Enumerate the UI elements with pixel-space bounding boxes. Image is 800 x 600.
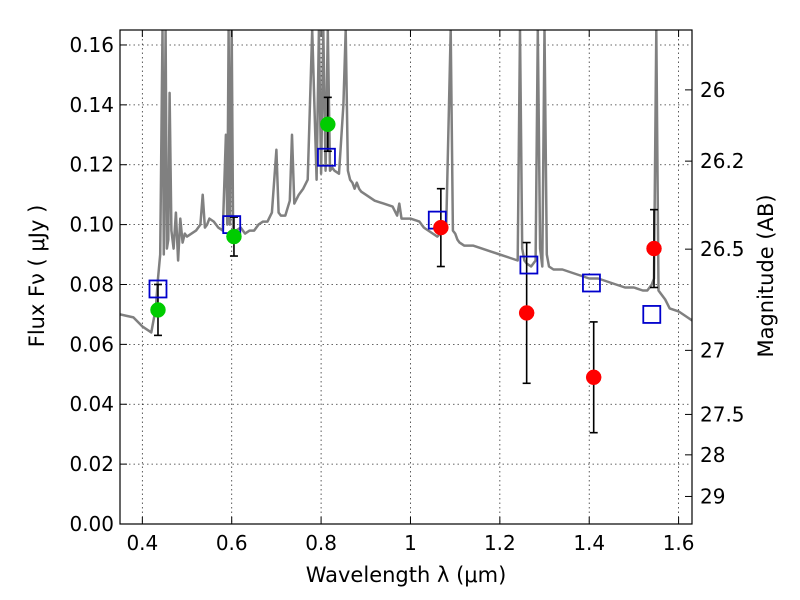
right-tick-label: 27 xyxy=(700,338,725,362)
y-axis-title: Flux Fν ( μJy ) xyxy=(25,205,49,348)
right-tick-label: 26.2 xyxy=(700,149,745,173)
ticks-layer: 0.4 0.6 0.8 1 1.2 1.4 1.6 0.00 0.02 0.04 0.06 0.08 0… xyxy=(69,30,745,555)
y-tick-label: 0.04 xyxy=(69,392,114,416)
spectrum-line xyxy=(120,30,692,334)
y-tick-label: 0.12 xyxy=(69,153,114,177)
model-photometry-square xyxy=(642,305,662,324)
x-axis-title: Wavelength λ (μm) xyxy=(306,563,507,587)
right-tick-label: 28 xyxy=(700,443,725,467)
observed-optical-point xyxy=(150,302,166,318)
x-tick-label: 1 xyxy=(404,531,417,555)
y-tick-label: 0.10 xyxy=(69,213,114,237)
observed-points-layer xyxy=(150,116,662,386)
y-tick-label: 0.06 xyxy=(69,332,114,356)
x-tick-label: 1.6 xyxy=(663,531,695,555)
model-photometry-square xyxy=(519,255,539,275)
observed-nir-point xyxy=(646,240,662,257)
y-tick-label: 0.14 xyxy=(69,93,114,117)
x-tick-label: 0.8 xyxy=(305,531,337,555)
y-tick-label: 0.02 xyxy=(69,452,114,476)
right-tick-label: 29 xyxy=(700,484,725,508)
grid-lines xyxy=(120,30,692,525)
right-axis-title: Magnitude (AB) xyxy=(754,194,778,357)
observed-nir-point xyxy=(518,305,535,321)
x-tick-label: 1.2 xyxy=(484,531,516,555)
right-tick-label: 26.5 xyxy=(700,237,745,261)
errorbar-layer xyxy=(153,96,659,434)
observed-nir-point xyxy=(585,369,602,386)
right-tick-label: 27.5 xyxy=(700,402,745,426)
y-tick-label: 0.00 xyxy=(69,512,114,536)
right-tick-label: 26 xyxy=(700,78,725,102)
x-tick-label: 1.4 xyxy=(573,531,605,555)
observed-optical-point xyxy=(320,116,336,133)
observed-nir-point xyxy=(433,219,449,236)
model-photometry-square xyxy=(317,147,336,167)
spectrum-layer xyxy=(120,30,692,334)
model-photometry-square xyxy=(148,279,168,299)
y-tick-label: 0.08 xyxy=(69,272,114,296)
y-tick-label: 0.16 xyxy=(69,33,114,57)
model-photometry-square xyxy=(582,273,601,293)
x-tick-label: 0.4 xyxy=(126,531,158,555)
observed-optical-point xyxy=(226,228,242,245)
x-tick-label: 0.6 xyxy=(216,531,248,555)
plot-frame xyxy=(119,29,693,525)
